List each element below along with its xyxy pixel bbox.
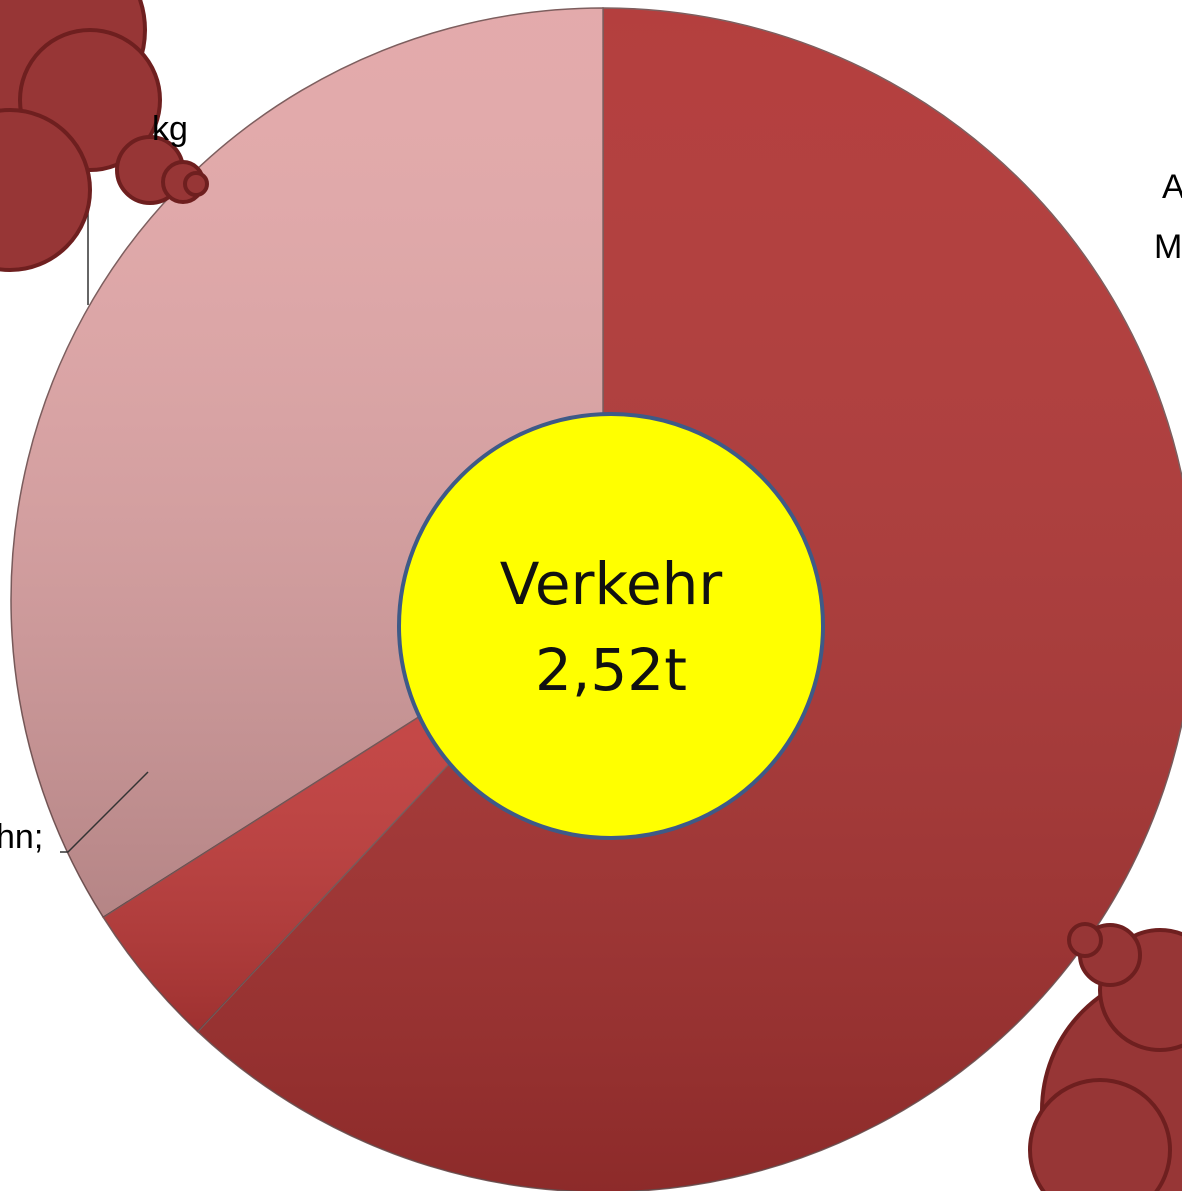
cloud-bottom-right [1028,922,1182,1191]
center-circle [397,412,825,840]
cloud-top-left [0,0,209,272]
center-value: 2,52t [535,636,687,704]
data-label: kg [152,110,188,148]
data-label: A [1162,168,1182,206]
center-title: Verkehr [500,550,723,618]
leader-line [60,771,149,853]
data-label: hn; [0,818,43,856]
data-label: M [1154,228,1182,266]
